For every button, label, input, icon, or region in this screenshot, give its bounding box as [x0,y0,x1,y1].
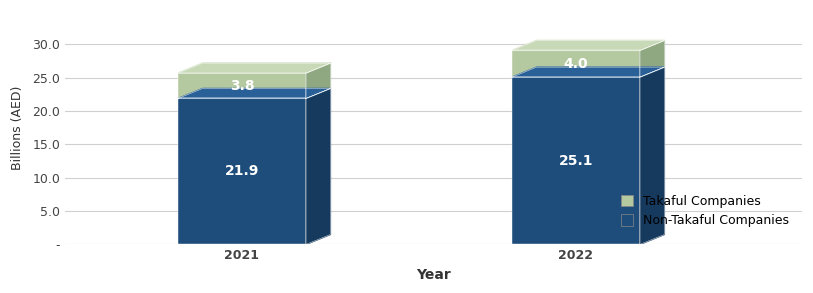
Polygon shape [306,63,330,98]
X-axis label: Year: Year [416,268,451,282]
Polygon shape [512,40,664,50]
Polygon shape [178,63,330,73]
Text: 25.1: 25.1 [559,154,593,168]
Polygon shape [178,88,330,98]
Polygon shape [640,40,664,77]
Bar [512,50,640,77]
Text: 3.8: 3.8 [230,79,254,93]
Polygon shape [306,88,330,244]
Polygon shape [640,67,664,244]
Polygon shape [512,67,664,77]
Text: 21.9: 21.9 [225,164,259,178]
Legend: Takaful Companies, Non-Takaful Companies: Takaful Companies, Non-Takaful Companies [615,189,796,234]
Bar [178,98,306,244]
Text: 4.0: 4.0 [563,57,589,71]
Bar [512,77,640,244]
Bar [178,73,306,98]
Y-axis label: Billions (AED): Billions (AED) [11,86,24,170]
